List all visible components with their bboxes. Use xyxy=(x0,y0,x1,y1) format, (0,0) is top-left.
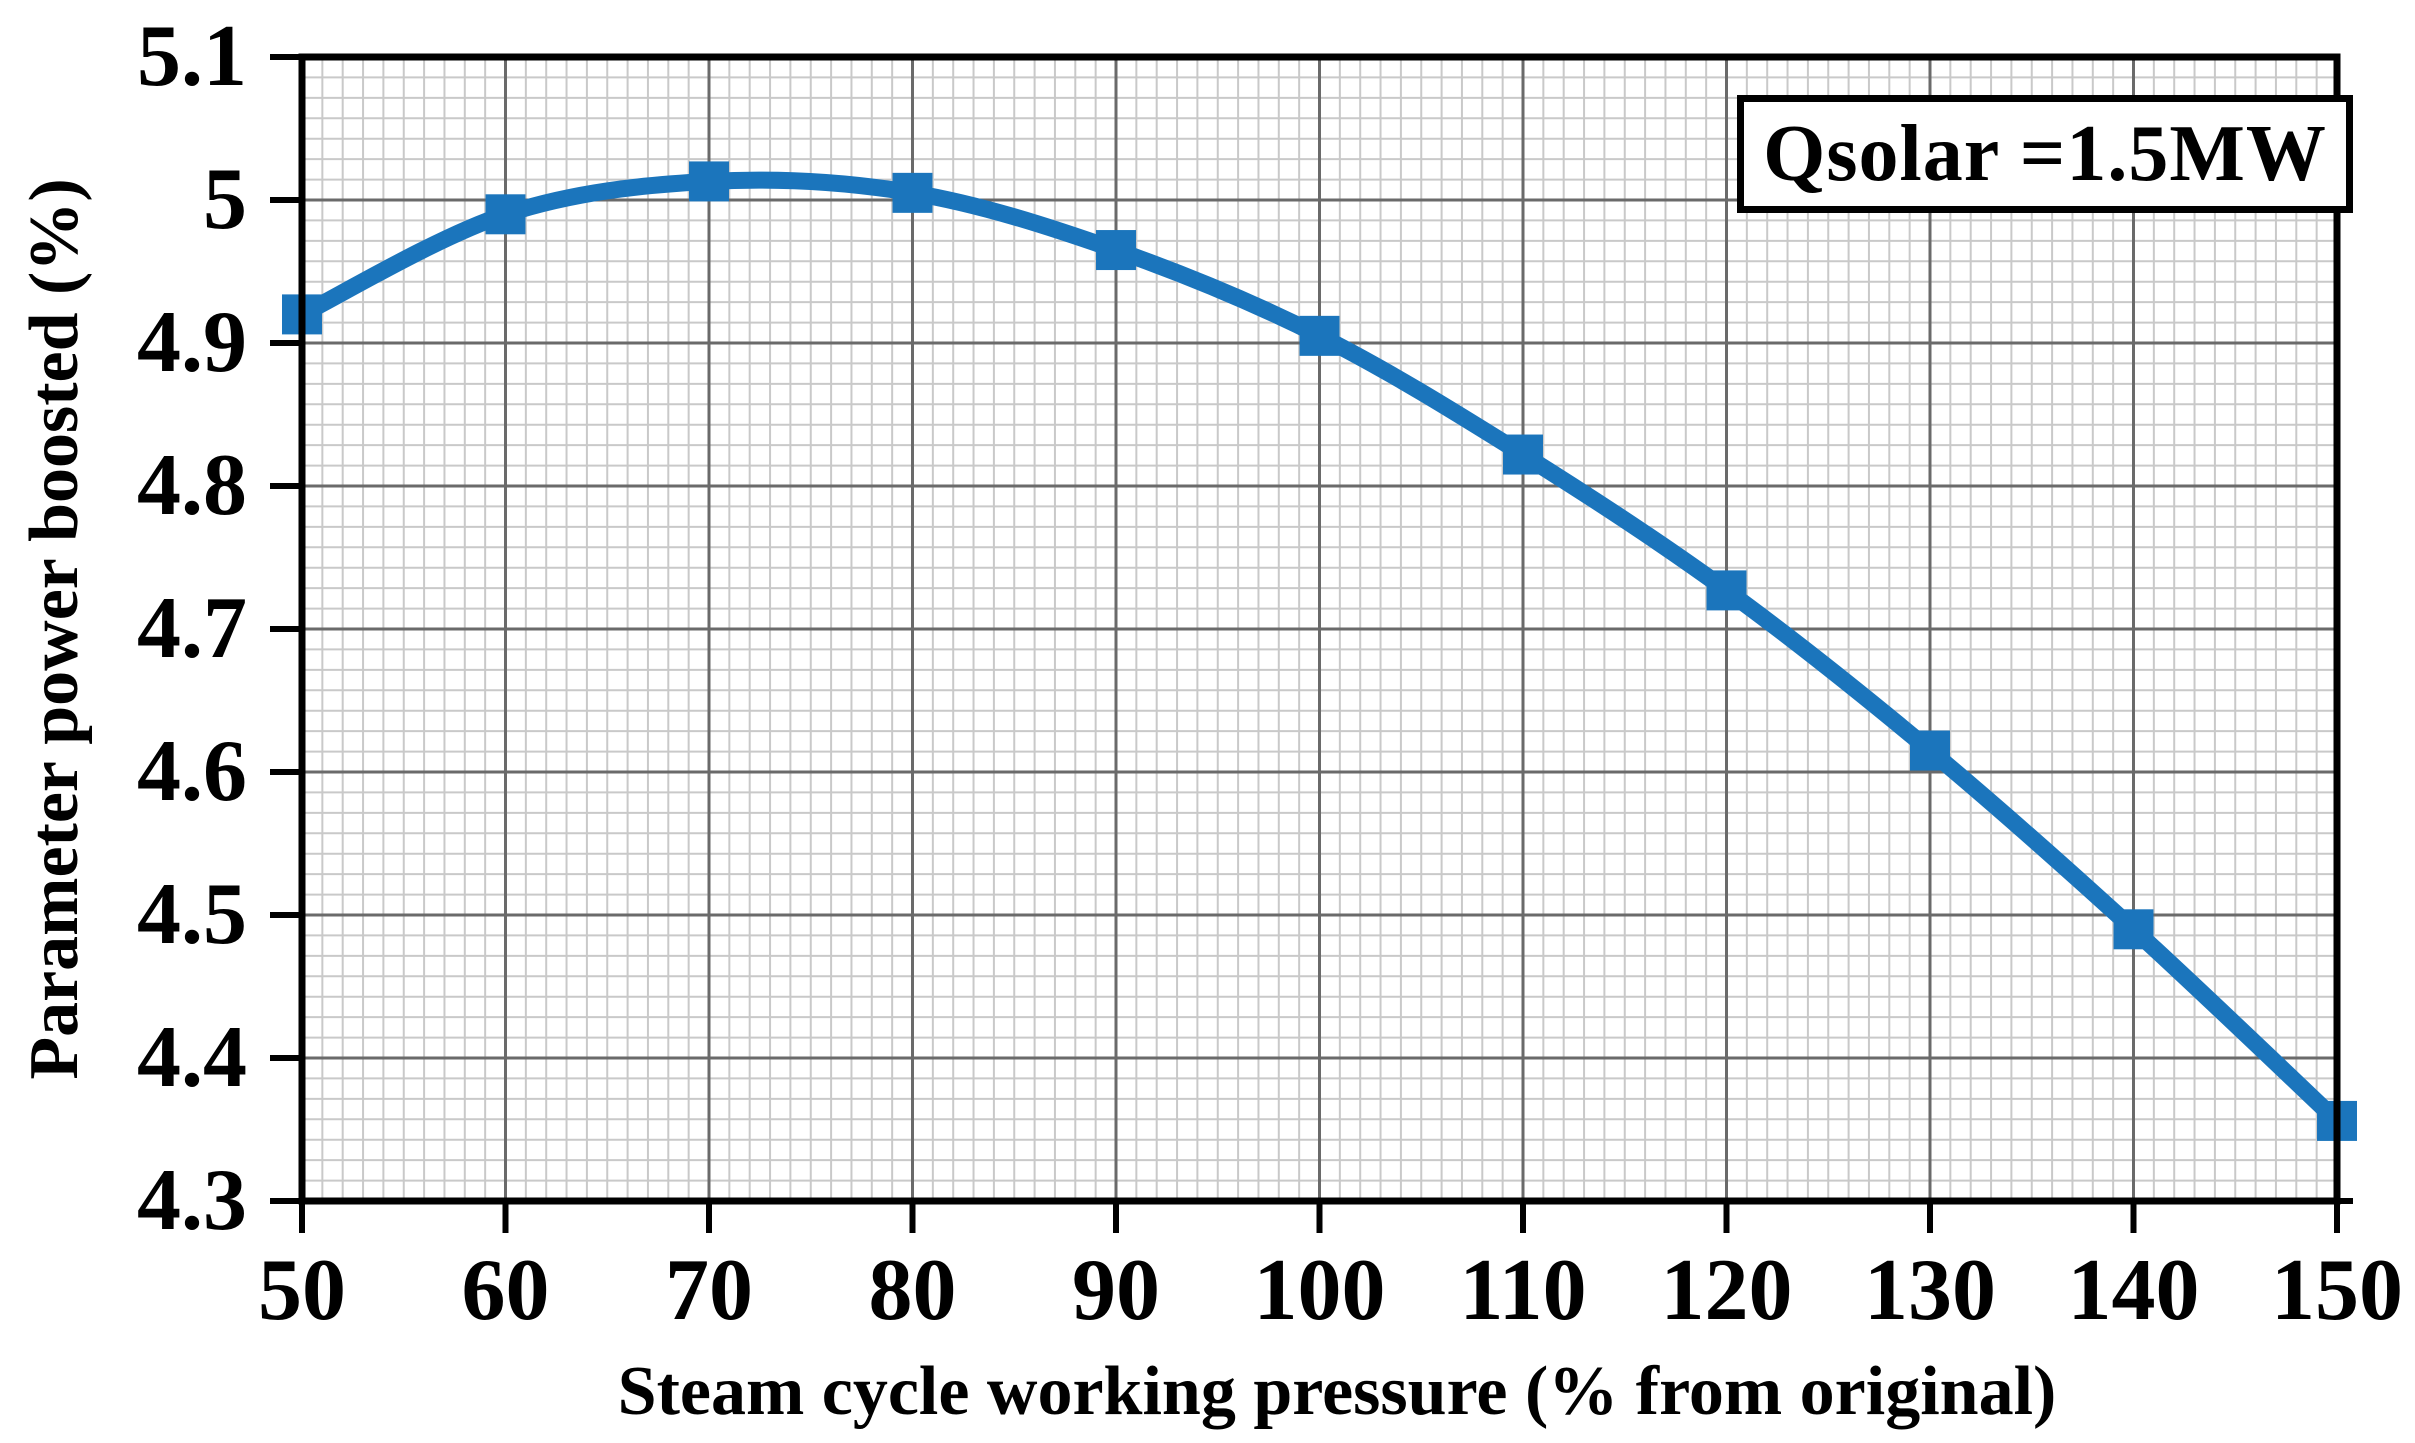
x-axis-title: Steam cycle working pressure (% from ori… xyxy=(617,1353,2057,1430)
plot-border xyxy=(298,53,2341,1205)
y-tick-label: 4.4 xyxy=(137,1009,247,1106)
y-tick-label: 4.7 xyxy=(137,580,247,677)
data-point-marker xyxy=(1706,570,1747,611)
data-line xyxy=(293,171,2346,1130)
x-tick-label: 80 xyxy=(868,1242,957,1339)
y-tick-label: 4.8 xyxy=(137,437,247,534)
x-tick-label: 150 xyxy=(2271,1242,2403,1339)
x-tick-label: 50 xyxy=(258,1242,346,1339)
data-point-marker xyxy=(1910,730,1950,771)
y-tick-label: 4.3 xyxy=(137,1152,247,1249)
x-tick-label: 70 xyxy=(665,1242,753,1339)
y-axis-title: Parameter power boosted (%) xyxy=(16,178,93,1080)
data-point-marker xyxy=(1503,434,1543,475)
data-point-marker xyxy=(2113,909,2154,950)
data-point-marker xyxy=(1299,315,1340,356)
x-tick-label: 90 xyxy=(1072,1242,1160,1339)
x-tick-label: 110 xyxy=(1459,1242,1587,1339)
x-tick-label: 140 xyxy=(2067,1242,2200,1339)
legend-label: Qsolar =1.5MW xyxy=(1763,110,2327,198)
y-tick-label: 5.1 xyxy=(137,8,247,105)
data-point-marker xyxy=(689,161,729,202)
y-tick-label: 5 xyxy=(203,151,247,248)
legend-box: Qsolar =1.5MW xyxy=(1737,95,2353,213)
x-tick-label: 100 xyxy=(1253,1242,1386,1339)
data-point-marker xyxy=(892,172,933,213)
x-tick-label: 60 xyxy=(461,1242,550,1339)
data-markers xyxy=(282,161,2357,1141)
y-tick-label: 4.5 xyxy=(137,866,247,963)
y-tick-label: 4.9 xyxy=(137,294,247,391)
axis-ticks xyxy=(270,54,2353,1233)
data-point-marker xyxy=(1096,230,1136,271)
y-tick-label: 4.6 xyxy=(137,723,247,820)
data-point-marker xyxy=(485,194,526,235)
x-tick-label: 120 xyxy=(1660,1242,1793,1339)
x-tick-label: 130 xyxy=(1864,1242,1996,1339)
